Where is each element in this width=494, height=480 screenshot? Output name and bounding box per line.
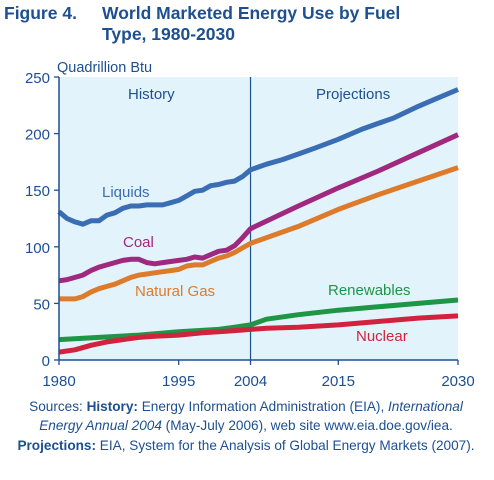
y-tick-label: 100 bbox=[25, 240, 50, 257]
x-tick-label: 2030 bbox=[441, 373, 474, 390]
source-history-agency: Energy Information Administration (EIA), bbox=[137, 399, 385, 414]
series-label-coal: Coal bbox=[123, 234, 154, 251]
y-tick-label: 250 bbox=[25, 70, 50, 87]
series-label-liquids: Liquids bbox=[102, 184, 150, 201]
y-tick-label: 200 bbox=[25, 127, 50, 144]
projections-region-label: Projections bbox=[316, 86, 390, 103]
history-region-label: History bbox=[128, 86, 175, 103]
x-tick-label: 1995 bbox=[162, 373, 195, 390]
series-line-liquids bbox=[57, 87, 459, 227]
ticks-layer: 0 50 100 150 200 250 1980 1995 2004 2015 2030 bbox=[25, 70, 475, 390]
x-tick-label: 2004 bbox=[234, 373, 267, 390]
y-tick-label: 0 bbox=[42, 353, 50, 370]
source-prefix: Sources: bbox=[29, 399, 87, 414]
series-line-coal bbox=[58, 132, 460, 284]
title-line-1: World Marketed Energy Use by Fuel bbox=[102, 3, 401, 23]
y-tick-label: 150 bbox=[25, 183, 50, 200]
series-label-renewables: Renewables bbox=[328, 282, 411, 299]
y-tick-label: 50 bbox=[33, 296, 50, 313]
source-note: Sources: History: Energy Information Adm… bbox=[6, 397, 486, 455]
series-label-natural-gas: Natural Gas bbox=[135, 283, 215, 300]
x-tick-label: 2015 bbox=[322, 373, 355, 390]
source-projections-details: EIA, System for the Analysis of Global E… bbox=[96, 437, 475, 453]
y-axis-label: Quadrillion Btu bbox=[57, 60, 152, 76]
series-label-nuclear: Nuclear bbox=[356, 328, 408, 345]
title-line-2: Type, 1980-2030 bbox=[102, 24, 235, 44]
series-line-nuclear bbox=[58, 313, 459, 355]
source-projections-heading: Projections: bbox=[17, 437, 97, 453]
chart-title: Figure 4. World Marketed Energy Use by Fu… bbox=[4, 3, 464, 45]
source-history-heading: History: bbox=[86, 399, 138, 414]
series-layer bbox=[57, 87, 460, 355]
plot-background bbox=[59, 77, 458, 360]
figure-number: Figure 4. bbox=[4, 3, 77, 23]
energy-line-chart: 0 50 100 150 200 250 1980 1995 2004 2015 2030 Quad… bbox=[25, 60, 475, 390]
series-line-natural-gas bbox=[59, 165, 459, 302]
source-history-details: (May-July 2006), web site www.eia.doe.go… bbox=[161, 418, 453, 434]
x-tick-label: 1980 bbox=[42, 373, 75, 390]
source-publication: International Energy Annual 2004 bbox=[39, 399, 463, 434]
